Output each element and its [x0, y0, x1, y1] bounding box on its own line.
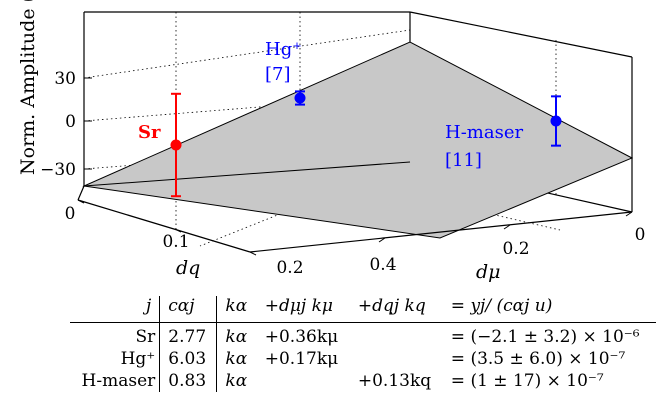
data-marker	[550, 115, 562, 127]
floor-front-left-edge	[77, 185, 85, 201]
dq-tick-label: 0.1	[162, 232, 189, 252]
header-c: cαj	[159, 296, 218, 323]
row-dmu: +0.36kμ	[264, 327, 339, 347]
axis-tick-labels: 30 0 −30 0 0.1 0.2 0 0.2 0.4	[40, 69, 645, 278]
row-k: kα	[225, 327, 248, 347]
floor-front-dmu-edge	[249, 211, 633, 253]
point-hmaser: H-maser [11]	[445, 95, 562, 171]
floor-front-dq-edge	[77, 199, 251, 253]
z-tick-label: 0	[65, 112, 76, 132]
point-hg: Hg⁺ [7]	[265, 39, 306, 106]
dmu-tick	[378, 237, 386, 243]
row-dq	[350, 348, 443, 370]
header-k: kα	[216, 296, 257, 323]
table-row: Sr 2.77 kα +0.36kμ = (−2.1 ± 3.2) × 10⁻⁶	[70, 322, 656, 349]
dq-tick-label: 0	[65, 204, 76, 224]
floor-front	[77, 185, 633, 253]
row-k: kα	[225, 371, 248, 391]
row-c: 2.77	[159, 322, 218, 348]
row-name: Sr	[70, 322, 161, 348]
z-axis-title: Norm. Amplitude (10⁻⁷)	[17, 0, 39, 175]
table-row: Hg⁺ 6.03 kα +0.17kμ = (3.5 ± 6.0) × 10⁻⁷	[70, 348, 656, 370]
dmu-axis-title: dμ	[476, 261, 501, 283]
row-dmu	[257, 370, 350, 392]
dmu-tick	[503, 224, 511, 230]
header-dmu: +dμj kμ	[256, 296, 350, 323]
z-tick-label: 30	[54, 69, 76, 89]
row-dq: +0.13kq	[357, 371, 432, 391]
row-name: Hg⁺	[70, 348, 161, 370]
point-label: Hg⁺	[265, 39, 302, 60]
dmu-tick-label: 0.4	[369, 255, 396, 275]
point-reference: [11]	[445, 150, 482, 171]
data-points: Sr Hg⁺ [7] H-maser [11]	[138, 39, 562, 198]
dmu-tick-label: 0.2	[502, 239, 529, 259]
dq-tick-label: 0.2	[276, 258, 303, 278]
z-tick-label: −30	[40, 160, 76, 180]
guide-line	[83, 94, 411, 122]
dq-tick	[174, 228, 182, 233]
row-c: 6.03	[159, 348, 218, 370]
row-dmu: +0.17kμ	[264, 349, 339, 369]
header-dq: +dqj kq	[349, 296, 443, 323]
coefficients-table: j cαj kα +dμj kμ +dqj kq = yj/ (cαj u) S…	[70, 296, 656, 392]
dq-axis-title: dq	[176, 257, 200, 279]
point-label: Sr	[138, 122, 161, 143]
header-j: j	[70, 296, 161, 323]
data-marker	[294, 92, 306, 104]
point-sr: Sr	[138, 92, 182, 198]
row-c: 0.83	[159, 370, 218, 392]
dq-tick	[249, 251, 257, 256]
header-result: = yj/ (cαj u)	[442, 296, 656, 323]
table-row: H-maser 0.83 kα +0.13kq = (1 ± 17) × 10⁻…	[70, 370, 656, 392]
dq-tick	[77, 199, 85, 204]
row-result: = (3.5 ± 6.0) × 10⁻⁷	[450, 349, 626, 369]
row-k: kα	[225, 349, 248, 369]
axis-ticks	[77, 77, 633, 256]
point-reference: [7]	[265, 64, 291, 85]
regression-plane	[82, 41, 634, 239]
data-marker	[170, 139, 182, 151]
point-label: H-maser	[445, 122, 523, 143]
row-dq	[350, 323, 443, 349]
dmu-tick-label: 0	[635, 225, 646, 245]
frame-top-right	[409, 11, 633, 58]
row-result: = (−2.1 ± 3.2) × 10⁻⁶	[450, 327, 640, 347]
table-header-row: j cαj kα +dμj kμ +dqj kq = yj/ (cαj u)	[70, 296, 656, 323]
row-result: = (1 ± 17) × 10⁻⁷	[450, 371, 604, 391]
plane-cross-line	[83, 161, 411, 187]
guide-line	[83, 29, 411, 79]
plot-area: 30 0 −30 0 0.1 0.2 0 0.2 0.4 Sr Hg⁺ [7] H-maser [11]…	[17, 0, 645, 283]
dmu-tick	[625, 211, 633, 217]
row-name: H-maser	[70, 370, 161, 392]
